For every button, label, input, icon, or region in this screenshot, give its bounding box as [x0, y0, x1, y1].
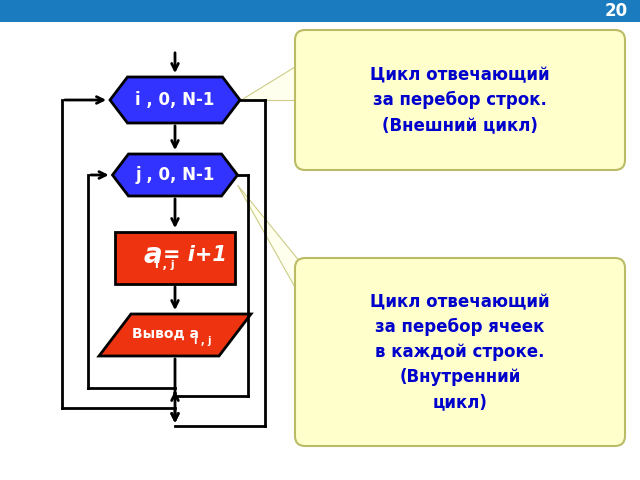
- Text: Цикл отвечающий
за перебор ячеек
в каждой строке.
(Внутренний
цикл): Цикл отвечающий за перебор ячеек в каждо…: [370, 293, 550, 411]
- Polygon shape: [237, 185, 305, 305]
- FancyBboxPatch shape: [295, 30, 625, 170]
- Text: Цикл отвечающий
за перебор строк.
(Внешний цикл): Цикл отвечающий за перебор строк. (Внешн…: [370, 66, 550, 134]
- Bar: [115, 232, 235, 284]
- Text: = i+1: = i+1: [163, 245, 227, 265]
- Polygon shape: [110, 77, 240, 123]
- Text: i , j: i , j: [195, 336, 212, 346]
- Text: Вывод a: Вывод a: [131, 327, 198, 341]
- Text: i , 0, N-1: i , 0, N-1: [135, 91, 214, 109]
- Text: 20: 20: [605, 2, 628, 20]
- Polygon shape: [113, 154, 237, 196]
- Text: a: a: [143, 241, 163, 269]
- Polygon shape: [99, 314, 251, 356]
- Text: j , 0, N-1: j , 0, N-1: [135, 166, 214, 184]
- Bar: [0, 0, 640, 22]
- Text: i , j: i , j: [155, 260, 175, 270]
- FancyBboxPatch shape: [295, 258, 625, 446]
- Polygon shape: [240, 60, 305, 100]
